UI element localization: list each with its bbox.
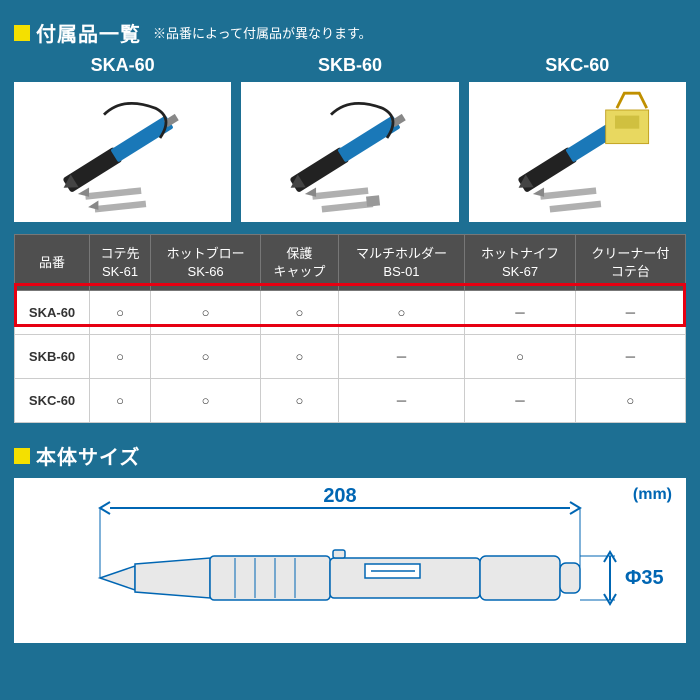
cell: ○ [90, 335, 151, 379]
cell: ○ [338, 291, 465, 335]
table-header-row: 品番 コテ先SK-61 ホットブローSK-66 保護キャップ マルチホルダーBS… [15, 235, 686, 291]
cell: ○ [150, 291, 260, 335]
cell: ○ [261, 335, 338, 379]
cell: ○ [261, 379, 338, 423]
unit-label: (mm) [633, 486, 672, 504]
cell: － [575, 291, 685, 335]
length-value: 208 [323, 485, 356, 507]
th-cleaner: クリーナー付コテ台 [575, 235, 685, 291]
th-holder: マルチホルダーBS-01 [338, 235, 465, 291]
table-row: SKB-60 ○ ○ ○ － ○ － [15, 335, 686, 379]
product-row: SKA-60 SKB-60 [14, 55, 686, 222]
cell: － [575, 335, 685, 379]
diameter-value: Φ35 [625, 567, 664, 589]
cell-model: SKC-60 [15, 379, 90, 423]
th-cap: 保護キャップ [261, 235, 338, 291]
accessories-note: ※品番によって付属品が異なります。 [153, 23, 372, 42]
size-title: 本体サイズ [36, 441, 140, 470]
cell-model: SKB-60 [15, 335, 90, 379]
bullet-icon [14, 448, 30, 464]
cell: ○ [465, 335, 575, 379]
cell: － [465, 379, 575, 423]
product-skc60: SKC-60 [469, 55, 686, 222]
th-hotknife: ホットナイフSK-67 [465, 235, 575, 291]
table-row: SKC-60 ○ ○ ○ － － ○ [15, 379, 686, 423]
product-label: SKB-60 [241, 55, 458, 76]
bullet-icon [14, 25, 30, 41]
th-tip: コテ先SK-61 [90, 235, 151, 291]
cell: ○ [150, 379, 260, 423]
cell: － [338, 379, 465, 423]
product-image [469, 82, 686, 222]
product-skb60: SKB-60 [241, 55, 458, 222]
table-row: SKA-60 ○ ○ ○ ○ － － [15, 291, 686, 335]
size-header: 本体サイズ [14, 441, 686, 470]
spec-table: 品番 コテ先SK-61 ホットブローSK-66 保護キャップ マルチホルダーBS… [14, 234, 686, 423]
product-image [14, 82, 231, 222]
product-image [241, 82, 458, 222]
cell: － [338, 335, 465, 379]
accessories-header: 付属品一覧 ※品番によって付属品が異なります。 [14, 18, 686, 47]
size-diagram: (mm) 208 [14, 478, 686, 643]
th-hotblow: ホットブローSK-66 [150, 235, 260, 291]
cell: ○ [261, 291, 338, 335]
cell: ○ [90, 291, 151, 335]
th-model: 品番 [15, 235, 90, 291]
cell: － [465, 291, 575, 335]
size-section: 本体サイズ (mm) 208 [14, 441, 686, 643]
cell: ○ [575, 379, 685, 423]
product-label: SKA-60 [14, 55, 231, 76]
cell-model: SKA-60 [15, 291, 90, 335]
cell: ○ [90, 379, 151, 423]
product-ska60: SKA-60 [14, 55, 231, 222]
spec-table-wrap: 品番 コテ先SK-61 ホットブローSK-66 保護キャップ マルチホルダーBS… [14, 234, 686, 423]
product-label: SKC-60 [469, 55, 686, 76]
cell: ○ [150, 335, 260, 379]
accessories-title: 付属品一覧 [36, 18, 141, 47]
